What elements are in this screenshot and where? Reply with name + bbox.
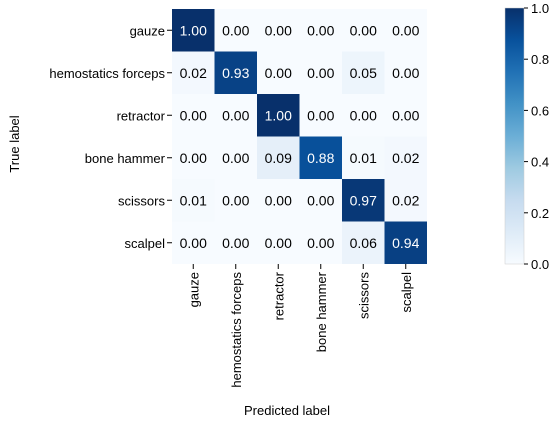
cell-value-label: 0.00 [222, 150, 249, 166]
cell-value-label: 0.02 [180, 65, 207, 81]
y-tick-label: scalpel [125, 236, 166, 251]
heatmap-cell [257, 136, 300, 179]
cell-value-label: 0.94 [392, 235, 419, 251]
colorbar-tick-label: 0.4 [531, 155, 549, 170]
colorbar-tick-label: 0.2 [531, 206, 549, 221]
x-tick-label: retractor [271, 271, 286, 320]
cell-value-label: 0.00 [307, 65, 334, 81]
heatmap-cell [384, 51, 427, 94]
y-tick-label: scissors [118, 193, 165, 208]
heatmap-cell [384, 136, 427, 179]
cell-value-label: 0.00 [265, 192, 292, 208]
x-tick-label: scalpel [399, 272, 414, 313]
y-tick-label: bone hammer [85, 151, 166, 166]
heatmap-cell [342, 221, 385, 264]
cell-value-label: 0.01 [180, 192, 207, 208]
heatmap-cell [214, 94, 257, 137]
heatmap-cells: 1.00 0.00 0.00 0.00 0.00 0.00 0.02 0.93 0.00 0.00… [172, 9, 427, 264]
cell-value-label: 0.00 [265, 235, 292, 251]
heatmap-cell [299, 51, 342, 94]
x-tick-label: bone hammer [314, 271, 329, 352]
cell-value-label: 0.00 [392, 107, 419, 123]
cell-value-label: 0.02 [392, 150, 419, 166]
cell-value-label: 0.00 [180, 107, 207, 123]
x-tick-labels: gauze hemostatics forceps retractor bone ha… [186, 264, 414, 388]
cell-value-label: 0.00 [180, 235, 207, 251]
cell-value-label: 0.00 [222, 107, 249, 123]
x-tick-label: hemostatics forceps [229, 272, 244, 388]
cell-value-label: 0.00 [307, 22, 334, 38]
colorbar-tick-label: 1.0 [531, 1, 549, 16]
cell-value-label: 0.00 [222, 192, 249, 208]
heatmap-cell [342, 94, 385, 137]
y-axis-title: True label [7, 115, 22, 172]
cell-value-label: 1.00 [180, 22, 207, 38]
heatmap-cell [172, 51, 215, 94]
cell-value-label: 0.00 [392, 65, 419, 81]
cell-value-label: 0.00 [222, 235, 249, 251]
heatmap-cell [384, 179, 427, 222]
heatmap-cell [299, 179, 342, 222]
cell-value-label: 0.00 [307, 192, 334, 208]
cell-value-label: 0.02 [392, 192, 419, 208]
colorbar-tick-label: 0.0 [531, 257, 549, 272]
x-tick-label: scissors [356, 272, 371, 319]
heatmap-cell [299, 221, 342, 264]
heatmap-cell [257, 94, 300, 137]
colorbar-tick-label: 0.8 [531, 52, 549, 67]
heatmap-cell [342, 179, 385, 222]
cell-value-label: 0.00 [350, 22, 377, 38]
x-axis-title: Predicted label [244, 403, 330, 418]
cell-value-label: 1.00 [265, 107, 292, 123]
cell-value-label: 0.00 [180, 150, 207, 166]
cell-value-label: 0.05 [350, 65, 377, 81]
cell-value-label: 0.00 [307, 107, 334, 123]
cell-value-label: 0.88 [307, 150, 334, 166]
cell-value-label: 0.09 [265, 150, 292, 166]
cell-value-label: 0.93 [222, 65, 249, 81]
heatmap-cell [172, 9, 215, 52]
heatmap-cell [257, 221, 300, 264]
cell-value-label: 0.00 [222, 22, 249, 38]
heatmap-cell [214, 221, 257, 264]
cell-value-label: 0.00 [350, 107, 377, 123]
colorbar-gradient [504, 7, 525, 265]
y-tick-label: gauze [130, 23, 165, 38]
colorbar-tick-label: 0.6 [531, 103, 549, 118]
x-tick-label: gauze [186, 272, 201, 307]
y-tick-label: hemostatics forceps [49, 66, 165, 81]
heatmap-cell [172, 179, 215, 222]
heatmap-cell [257, 51, 300, 94]
heatmap-cell [214, 179, 257, 222]
cell-value-label: 0.00 [392, 22, 419, 38]
heatmap-cell [257, 9, 300, 52]
cell-value-label: 0.01 [350, 150, 377, 166]
heatmap-cell [214, 51, 257, 94]
cell-value-label: 0.97 [350, 192, 377, 208]
heatmap-cell [214, 136, 257, 179]
heatmap-cell [342, 9, 385, 52]
cell-value-label: 0.06 [350, 235, 377, 251]
heatmap-cell [257, 179, 300, 222]
heatmap-cell [214, 9, 257, 52]
cell-value-label: 0.00 [307, 235, 334, 251]
heatmap-cell [172, 221, 215, 264]
heatmap-cell [299, 136, 342, 179]
y-tick-labels: gauze hemostatics forceps retractor bone ha… [49, 23, 172, 251]
heatmap-cell [384, 94, 427, 137]
heatmap-cell [384, 9, 427, 52]
heatmap-cell [172, 94, 215, 137]
cell-value-label: 0.00 [265, 22, 292, 38]
colorbar-ticks: 0.0 0.2 0.4 0.6 0.8 1.0 [524, 1, 549, 272]
heatmap-cell [342, 136, 385, 179]
heatmap-cell [299, 9, 342, 52]
colorbar [504, 7, 525, 265]
heatmap-cell [172, 136, 215, 179]
heatmap-cell [299, 94, 342, 137]
y-tick-label: retractor [117, 108, 166, 123]
cell-value-label: 0.00 [265, 65, 292, 81]
heatmap-cell [384, 221, 427, 264]
heatmap-cell [342, 51, 385, 94]
